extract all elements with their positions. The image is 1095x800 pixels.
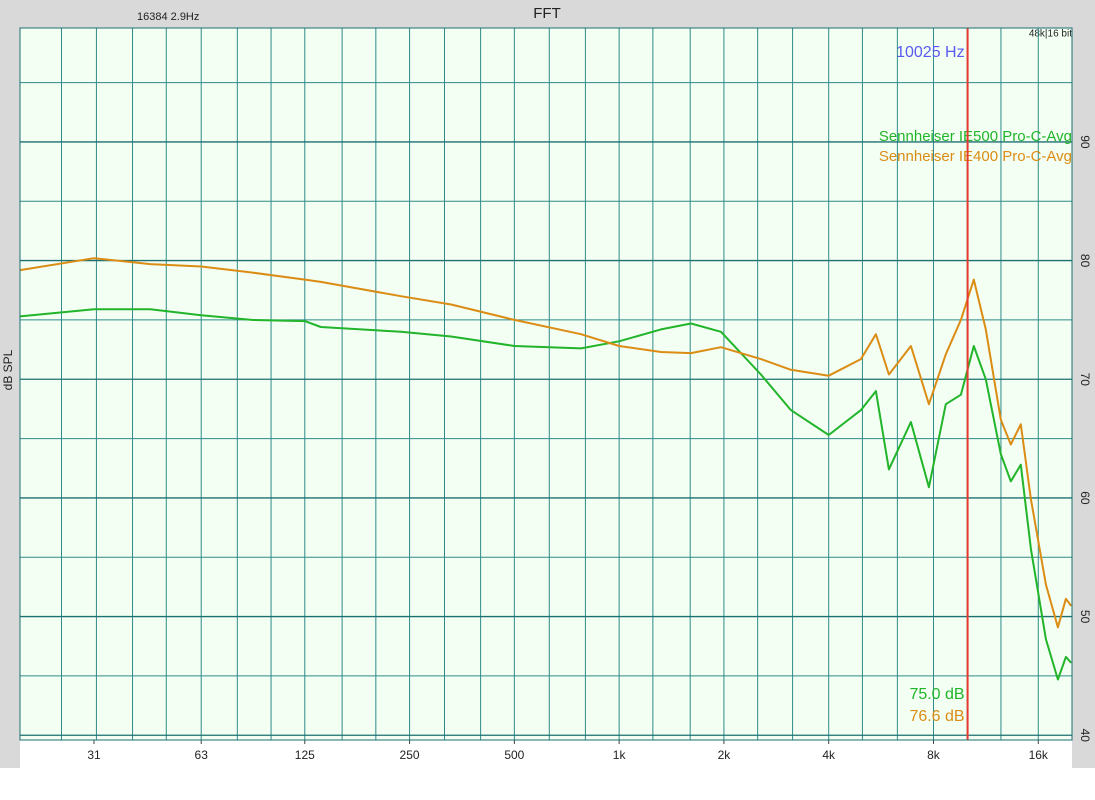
x-tick-label: 250	[400, 748, 420, 762]
chart-title: FFT	[533, 5, 561, 22]
cursor-frequency: 10025 Hz	[896, 44, 965, 61]
right-axis-panel	[1072, 0, 1095, 768]
legend-entry: Sennheiser IE500 Pro-C-Avg	[879, 128, 1072, 145]
x-tick-label: 500	[504, 748, 524, 762]
x-tick-label: 8k	[927, 748, 941, 762]
format-label: 48k|16 bit	[1029, 29, 1072, 40]
y-axis-label: dB SPL	[1, 349, 15, 390]
x-tick-label: 31	[87, 748, 101, 762]
y-tick-label: 90	[1078, 135, 1092, 149]
plot-border	[19, 27, 1073, 741]
plot: 40 50 60 70 80 90 31 63 125 250 500 1k 2k 4k 8k 16k Senn…	[19, 27, 1092, 762]
legend-entry: Sennheiser IE400 Pro-C-Avg	[879, 148, 1072, 165]
x-tick-label: 125	[295, 748, 315, 762]
x-tick-label: 63	[195, 748, 209, 762]
x-tick-label: 1k	[613, 748, 627, 762]
cursor-readout: 75.0 dB	[909, 686, 964, 703]
series-line	[19, 257, 1073, 629]
y-tick-label: 70	[1078, 373, 1092, 387]
plot-area	[20, 28, 1072, 740]
y-tick-label: 80	[1078, 254, 1092, 268]
left-axis-panel	[0, 28, 20, 768]
x-tick-label: 2k	[718, 748, 732, 762]
fft-settings: 16384 2.9Hz	[137, 11, 199, 23]
title-bar	[0, 0, 1095, 28]
cursor-readout: 76.6 dB	[909, 708, 964, 725]
y-tick-label: 60	[1078, 491, 1092, 505]
y-tick-label: 40	[1078, 729, 1092, 743]
x-tick-label: 4k	[822, 748, 836, 762]
series-line	[19, 308, 1072, 681]
y-tick-label: 50	[1078, 610, 1092, 624]
x-tick-label: 16k	[1029, 748, 1049, 762]
